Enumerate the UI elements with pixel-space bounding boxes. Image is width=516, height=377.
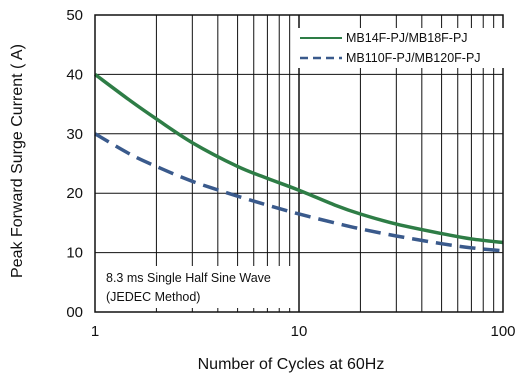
y-tick-label: 30 [66,126,83,143]
x-tick-label: 10 [291,323,308,340]
y-tick-label: 50 [66,7,83,24]
x-axis-title: Number of Cycles at 60Hz [198,356,385,373]
legend-label-series-1: MB110F-PJ/MB120F-PJ [346,51,481,65]
legend-background [296,28,504,68]
y-tick-label: 40 [66,66,83,83]
series-line-0 [93,72,504,245]
y-tick-label: 10 [66,245,83,262]
plot-frame [94,14,504,313]
annotation-line-1: 8.3 ms Single Half Sine Wave [106,271,271,285]
legend: MB14F-PJ/MB18F-PJ MB110F-PJ/MB120F-PJ [296,28,504,68]
legend-label-series-0: MB14F-PJ/MB18F-PJ [346,31,468,45]
annotation-background [100,266,292,308]
annotation-box: 8.3 ms Single Half Sine Wave (JEDEC Meth… [100,266,292,308]
annotation-line-2: (JEDEC Method) [106,290,200,304]
y-tick-label: 00 [66,304,83,321]
y-axis-title: Peak Forward Surge Current ( A) [9,44,26,278]
x-tick-label: 100 [490,323,515,340]
series-layer [93,72,504,253]
y-tick-label: 20 [66,185,83,202]
series-line-1 [94,132,504,253]
tick-labels: 1 10 100 00 10 20 30 40 50 [66,7,515,340]
x-tick-label: 1 [91,323,99,340]
